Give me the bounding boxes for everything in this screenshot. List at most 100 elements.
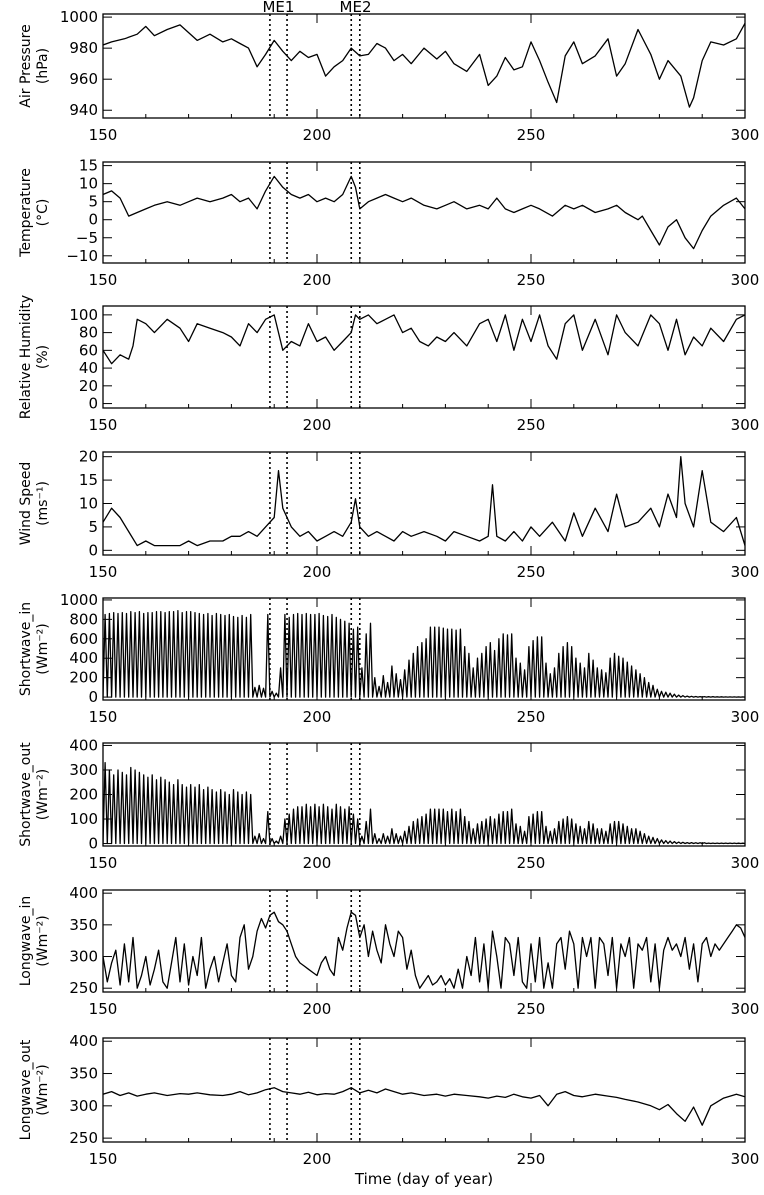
y-axis-label-line: (Wm⁻²) xyxy=(35,915,51,966)
x-tick-label: 150 xyxy=(89,1150,118,1168)
y-axis-label-line: (Wm⁻²) xyxy=(35,769,51,820)
y-tick-label: 0 xyxy=(88,211,98,229)
y-axis-label-line: (°C) xyxy=(35,199,51,227)
series-line-panel-4 xyxy=(103,456,745,547)
y-tick-label: 0 xyxy=(88,688,98,706)
x-tick-label: 250 xyxy=(517,126,546,144)
y-tick-label: 5 xyxy=(88,193,98,211)
x-tick-label: 300 xyxy=(731,271,760,289)
y-tick-label: 980 xyxy=(69,39,98,57)
y-axis-label-line: (Wm⁻²) xyxy=(35,1064,51,1115)
y-tick-label: 350 xyxy=(69,916,98,934)
y-tick-label: 10 xyxy=(79,175,98,193)
y-tick-label: 20 xyxy=(79,377,98,395)
y-tick-label: 940 xyxy=(69,101,98,119)
x-tick-label: 200 xyxy=(303,271,332,289)
x-tick-label: 250 xyxy=(517,1000,546,1018)
y-tick-label: 0 xyxy=(88,541,98,559)
x-tick-label: 250 xyxy=(517,271,546,289)
axis-frame xyxy=(102,889,746,993)
x-tick-label: 250 xyxy=(517,416,546,434)
x-tick-label: 200 xyxy=(303,1150,332,1168)
y-tick-label: 0 xyxy=(88,835,98,853)
y-axis-label-line: Shortwave_in xyxy=(18,602,34,696)
x-tick-label: 300 xyxy=(731,126,760,144)
y-tick-label: 250 xyxy=(69,979,98,997)
event-label-me2: ME2 xyxy=(340,0,372,16)
y-axis-label-line: (hPa) xyxy=(35,48,51,84)
x-tick-label: 300 xyxy=(731,854,760,872)
panel-6: 0 100 200 300 400 150 200 250 300 Shortwave_out(W… xyxy=(18,736,759,872)
y-tick-label: 40 xyxy=(79,359,98,377)
x-tick-label: 300 xyxy=(731,416,760,434)
y-tick-label: 600 xyxy=(69,630,98,648)
x-tick-label: 150 xyxy=(89,271,118,289)
y-axis-label-line: Wind Speed xyxy=(18,462,34,546)
x-tick-label: 150 xyxy=(89,416,118,434)
x-tick-label: 250 xyxy=(517,1150,546,1168)
axis-frame xyxy=(102,13,746,119)
series-line-panel-7 xyxy=(103,911,745,989)
y-axis-label: Air Pressure(hPa) xyxy=(18,24,51,107)
x-tick-label: 150 xyxy=(89,1000,118,1018)
y-tick-label: 250 xyxy=(69,1129,98,1147)
y-tick-label: −10 xyxy=(66,247,98,265)
axis-frame xyxy=(102,1037,746,1143)
x-tick-label: 150 xyxy=(89,708,118,726)
y-axis-label-line: (%) xyxy=(35,345,51,369)
x-tick-label: 200 xyxy=(303,1000,332,1018)
y-axis-label-line: Longwave_in xyxy=(18,896,34,987)
panel-1: 940 960 980 1000 150 200 250 300 Air Pressure(hP… xyxy=(18,8,759,144)
x-tick-label: 250 xyxy=(517,708,546,726)
y-tick-label: 200 xyxy=(69,669,98,687)
y-axis-label: Shortwave_in(Wm⁻²) xyxy=(18,602,51,696)
y-tick-label: 400 xyxy=(69,884,98,902)
panel-8: 250 300 350 400 150 200 250 300 Longwave_out(Wm⁻… xyxy=(18,1032,759,1168)
panel-4: 0 5 10 15 20 150 200 250 300 Wind Speed(ms⁻¹) xyxy=(18,448,759,581)
y-axis-label-line: Longwave_out xyxy=(18,1039,34,1140)
y-tick-label: 0 xyxy=(88,395,98,413)
x-tick-label: 300 xyxy=(731,708,760,726)
x-tick-label: 300 xyxy=(731,1000,760,1018)
series-line-panel-3 xyxy=(103,314,745,365)
y-axis-label-line: Air Pressure xyxy=(18,24,34,107)
event-label-me1: ME1 xyxy=(262,0,294,16)
x-tick-label: 150 xyxy=(89,563,118,581)
x-tick-label: 300 xyxy=(731,1150,760,1168)
y-tick-label: 15 xyxy=(79,471,98,489)
x-tick-label: 200 xyxy=(303,126,332,144)
x-tick-label: 200 xyxy=(303,854,332,872)
y-tick-label: 400 xyxy=(69,736,98,754)
panel-7: 250 300 350 400 150 200 250 300 Longwave_in(Wm⁻²… xyxy=(18,884,759,1018)
x-tick-label: 200 xyxy=(303,563,332,581)
x-tick-label: 200 xyxy=(303,708,332,726)
y-axis-label-line: Relative Humidity xyxy=(18,295,34,419)
y-axis-label: Relative Humidity(%) xyxy=(18,295,51,419)
x-tick-label: 200 xyxy=(303,416,332,434)
x-axis-title: Time (day of year) xyxy=(354,1170,493,1188)
axis-frame xyxy=(102,161,746,264)
y-axis-label-line: (Wm⁻²) xyxy=(35,623,51,674)
x-tick-label: 150 xyxy=(89,126,118,144)
axis-frame xyxy=(102,597,746,701)
y-tick-label: 300 xyxy=(69,948,98,966)
y-tick-label: 100 xyxy=(69,306,98,324)
y-axis-label: Shortwave_out(Wm⁻²) xyxy=(18,742,51,847)
series-line-panel-2 xyxy=(103,175,745,250)
y-tick-label: 300 xyxy=(69,1097,98,1115)
x-tick-label: 150 xyxy=(89,854,118,872)
y-tick-label: 960 xyxy=(69,70,98,88)
y-tick-label: 800 xyxy=(69,610,98,628)
y-tick-label: 200 xyxy=(69,786,98,804)
series-line-panel-1 xyxy=(103,22,745,108)
x-tick-label: 300 xyxy=(731,563,760,581)
y-axis-label-line: Temperature xyxy=(18,168,34,258)
axis-frame xyxy=(102,305,746,409)
y-tick-label: 10 xyxy=(79,495,98,513)
y-tick-label: 80 xyxy=(79,324,98,342)
y-tick-label: 60 xyxy=(79,341,98,359)
